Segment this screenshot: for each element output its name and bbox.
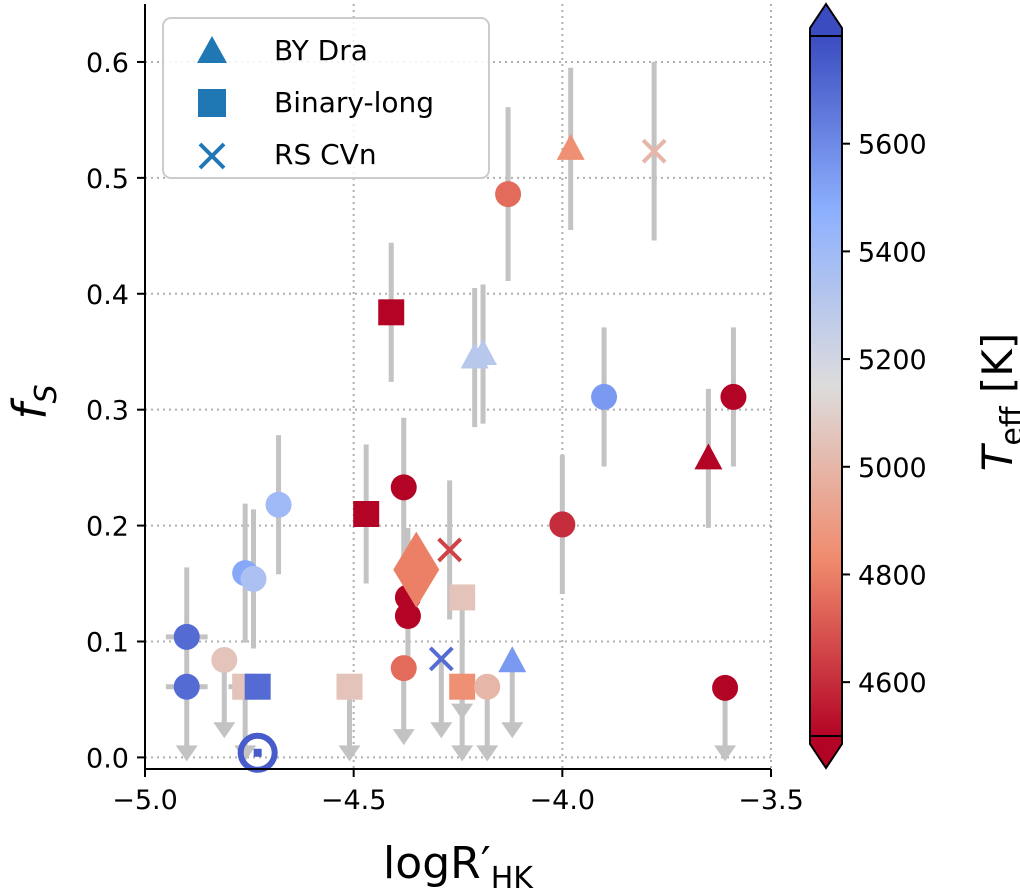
- cross-stroke: [641, 138, 667, 164]
- colorbar-extend-top: [809, 2, 843, 37]
- data-point-square: [378, 299, 405, 326]
- data-point-circle: [173, 623, 200, 650]
- y-tick-label: 0.1: [86, 628, 129, 659]
- y-tick-label: 0.5: [86, 164, 129, 195]
- data-point-circle: [240, 565, 267, 592]
- data-point-triangle: [498, 646, 527, 673]
- data-point-circle: [474, 673, 501, 700]
- data-point-circle: [591, 383, 618, 410]
- legend-label-binary-long: Binary-long: [274, 86, 434, 119]
- data-point-circle: [394, 603, 421, 629]
- upper-limit-arrowhead: [213, 722, 236, 739]
- colorbar-tick-label: 5000: [858, 453, 927, 484]
- upper-limit-arrowhead: [234, 745, 257, 762]
- upper-limit-arrowhead: [451, 745, 474, 762]
- upper-limit-arrowhead: [338, 745, 361, 762]
- data-point-diamond: [393, 531, 440, 608]
- data-point-square: [353, 501, 380, 527]
- data-point-square: [336, 673, 363, 700]
- y-tick-label: 0.2: [86, 512, 129, 543]
- x-tick-label: −5.0: [112, 785, 178, 816]
- colorbar-tick-label: 5600: [858, 130, 927, 161]
- legend: BY Dra Binary-long RS CVn: [162, 17, 490, 179]
- data-point-triangle: [469, 339, 498, 366]
- data-point-cross: [437, 537, 463, 563]
- colorbar-tick-label: 4800: [858, 560, 927, 591]
- axes: −5.0 −4.5 −4.0 −3.5 0.0 0.1 0.2 0.3 0.4 0.5 0.6: [86, 4, 804, 816]
- data-point-circle: [390, 474, 417, 501]
- upper-limit-arrowhead: [430, 722, 453, 739]
- data-point-cross: [428, 646, 454, 672]
- data-point-circle: [712, 674, 739, 701]
- legend-cross-icon: [198, 142, 226, 170]
- data-point-square: [449, 673, 476, 700]
- data-point-square: [449, 584, 476, 611]
- x-axis-label: logR′HK: [383, 838, 534, 892]
- upper-limit-arrowhead: [714, 745, 737, 762]
- x-tick-label: −3.5: [738, 785, 804, 816]
- data-markers: [173, 133, 747, 773]
- legend-triangle-icon: [197, 36, 227, 63]
- upper-limit-arrowhead: [476, 745, 499, 762]
- data-point-triangle: [694, 443, 723, 470]
- data-point-circle: [173, 673, 200, 700]
- colorbar-label: Teff [K]: [973, 333, 1020, 471]
- x-tick-label: −4.5: [321, 785, 387, 816]
- legend-frame: [162, 17, 490, 179]
- colorbar-tick-label: 5400: [858, 237, 927, 268]
- upper-limit-arrowhead: [501, 722, 524, 739]
- cross-stroke: [437, 537, 463, 563]
- data-point-circle: [265, 491, 292, 518]
- colorbar: 4600 4800 5000 5200 5400 5600 Teff [K]: [809, 2, 1020, 770]
- upper-limit-arrowhead: [175, 745, 198, 762]
- y-tick-label: 0.4: [86, 280, 129, 311]
- data-point-circle: [495, 181, 522, 208]
- y-axis-label: fS: [3, 384, 64, 419]
- y-tick-label: 0.6: [86, 48, 129, 79]
- colorbar-gradient: [810, 36, 842, 736]
- y-tick-label: 0.0: [86, 743, 129, 774]
- data-point-circle: [549, 511, 576, 538]
- colorbar-tick-label: 5200: [858, 345, 927, 376]
- colorbar-extend-bottom: [809, 735, 843, 770]
- data-point-circle: [390, 655, 417, 682]
- legend-label-by-dra: BY Dra: [274, 34, 368, 67]
- colorbar-ticks: 4600 4800 5000 5200 5400 5600: [842, 130, 927, 699]
- data-point-square: [244, 673, 271, 700]
- data-point-circle: [720, 383, 747, 410]
- x-tick-label: −4.0: [530, 785, 596, 816]
- legend-label-rs-cvn: RS CVn: [274, 138, 377, 171]
- data-point-circle: [211, 647, 238, 674]
- legend-square-icon: [198, 89, 226, 117]
- data-point-cross: [641, 138, 667, 164]
- y-tick-label: 0.3: [86, 396, 129, 427]
- data-point-ring-center: [253, 748, 262, 757]
- colorbar-frame: [809, 35, 843, 737]
- colorbar-tick-label: 4600: [858, 668, 927, 699]
- data-point-triangle: [556, 133, 585, 160]
- cross-stroke: [428, 646, 454, 672]
- upper-limit-arrowhead: [392, 729, 415, 746]
